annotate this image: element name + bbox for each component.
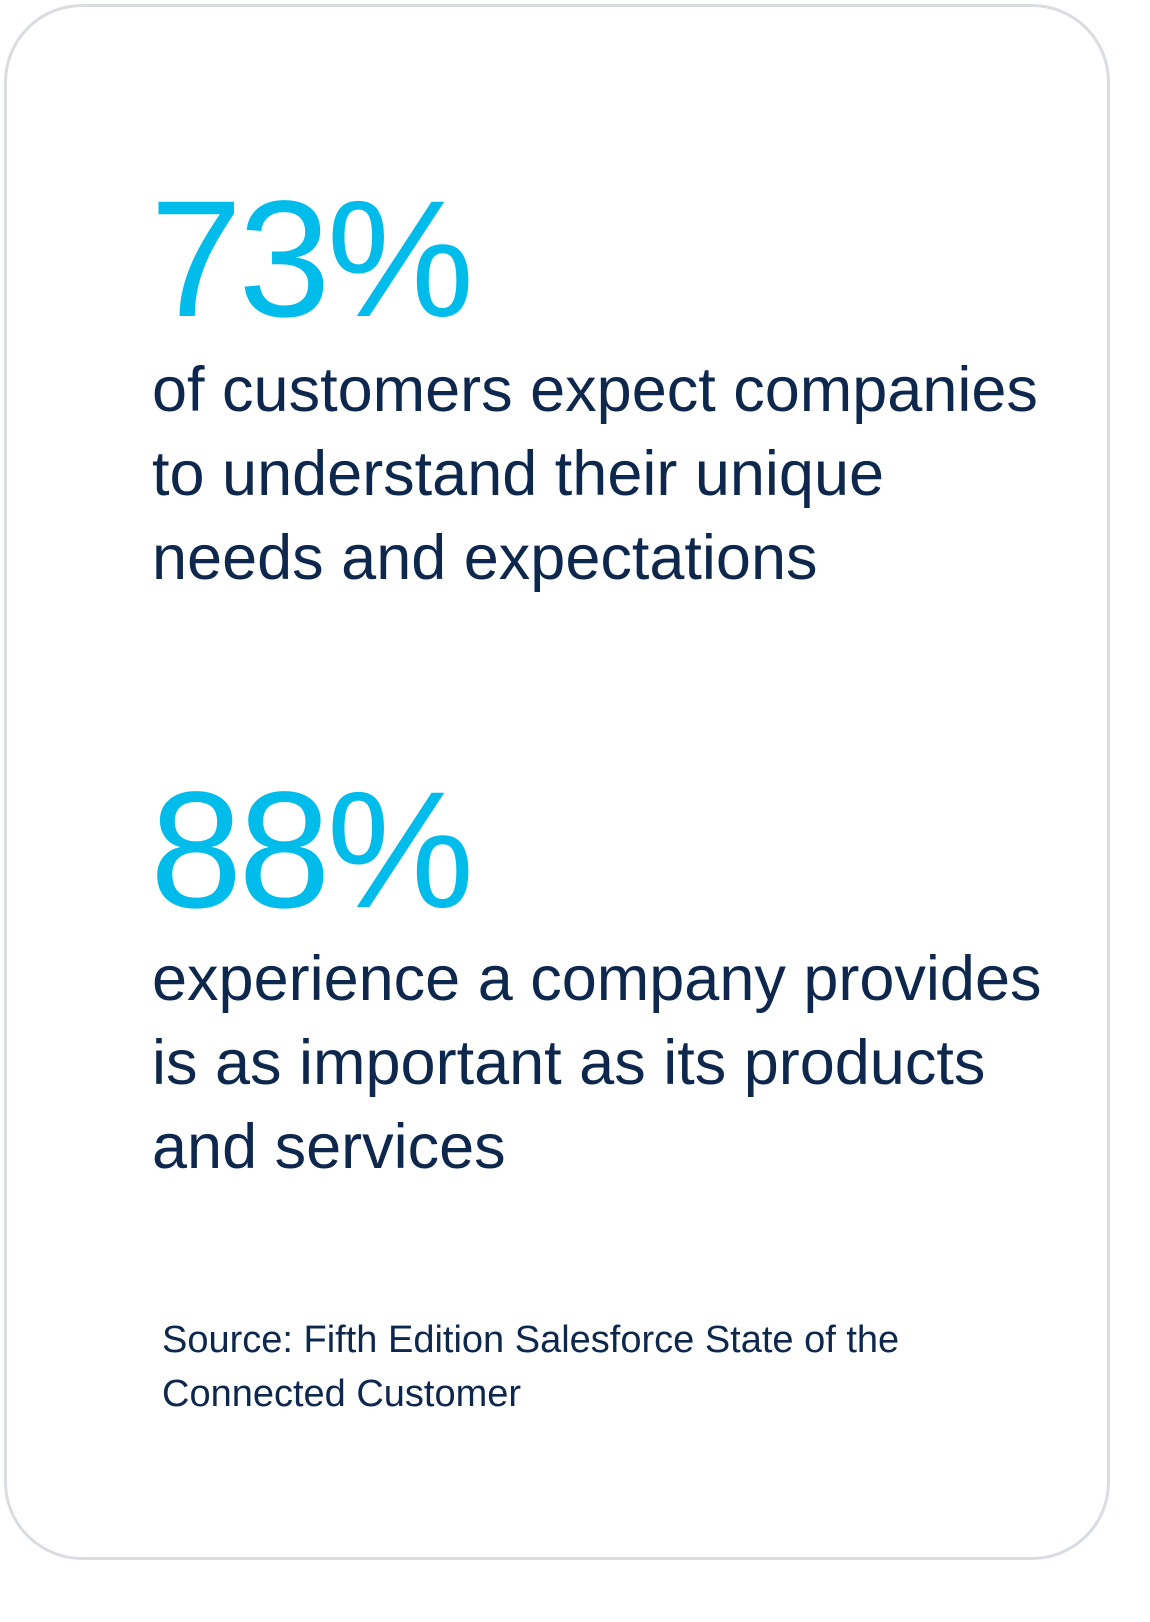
stat-value-primary: 73% — [150, 167, 474, 352]
stat-description-primary: of customers expect companies to underst… — [152, 355, 1038, 593]
source-citation: Source: Fifth Edition Salesforce State o… — [162, 1319, 900, 1415]
stat-card: 73% of customers expect companies to und… — [4, 4, 1110, 1560]
stat-value-secondary: 88% — [150, 758, 474, 943]
stat-description-secondary: experience a company provides is as impo… — [152, 944, 1042, 1182]
